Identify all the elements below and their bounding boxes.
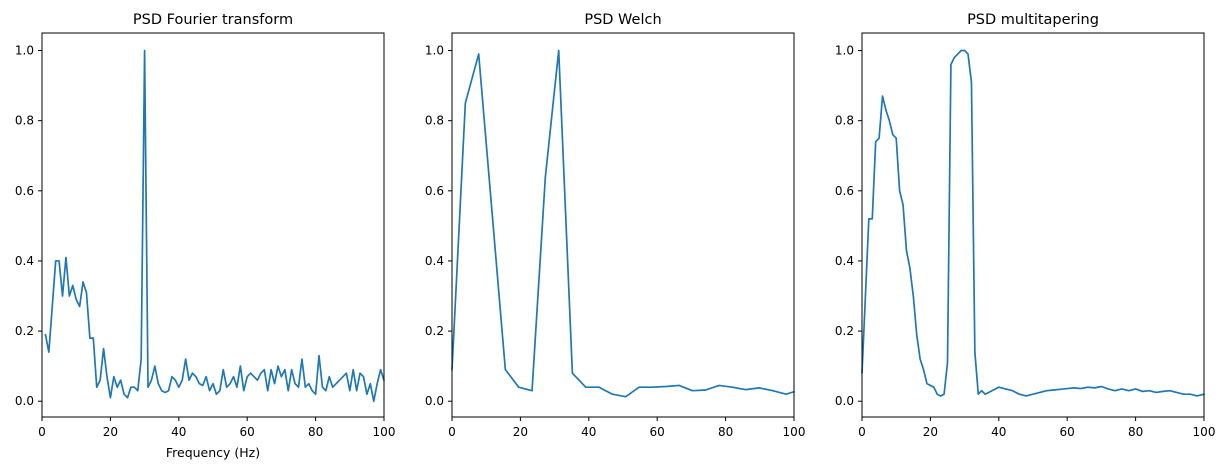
y-tick-label: 0.4 [835, 254, 854, 268]
x-tick-label: 40 [991, 425, 1006, 439]
panel-multitaper: PSD multitapering 0 20 40 60 80 100 0.0 0.2 0.4… [835, 12, 1216, 439]
x-tick-label: 0 [448, 425, 456, 439]
x-tick-label: 100 [783, 425, 806, 439]
series-line [44, 49, 385, 403]
x-ticks: 0 20 40 60 80 100 [858, 417, 1215, 439]
y-tick-label: 0.0 [835, 394, 854, 408]
y-tick-label: 0.2 [425, 324, 444, 338]
y-tick-label: 1.0 [425, 44, 444, 58]
y-tick-label: 0.6 [15, 184, 34, 198]
axes-frame [861, 32, 1205, 418]
x-ticks: 0 20 40 60 80 100 [448, 417, 805, 439]
panel-fourier: PSD Fourier transform 0 20 40 60 80 100 0.00.… [15, 12, 396, 460]
y-tick-label: 0.8 [15, 114, 34, 128]
x-tick-label: 20 [513, 425, 528, 439]
series-line [861, 49, 1205, 397]
chart-title: PSD Welch [584, 12, 661, 28]
axes-frame [41, 32, 385, 418]
panel-welch: PSD Welch 0 20 40 60 80 100 0.0 0.2 0.4 0.6 0.8 1.… [425, 12, 806, 439]
x-tick-label: 20 [103, 425, 118, 439]
x-tick-label: 80 [718, 425, 733, 439]
x-tick-label: 100 [1193, 425, 1216, 439]
chart-title: PSD multitapering [967, 12, 1099, 28]
y-tick-label: 0.0 [15, 394, 34, 408]
y-tick-label: 0.4 [15, 254, 34, 268]
y-tick-label: 0.8 [835, 114, 854, 128]
x-tick-label: 100 [373, 425, 396, 439]
y-ticks: 0.0 0.2 0.4 0.6 0.8 1.0 [15, 44, 42, 408]
x-tick-label: 0 [38, 425, 46, 439]
y-tick-label: 0.6 [835, 184, 854, 198]
x-axis-label: Frequency (Hz) [166, 445, 260, 460]
chart-title: PSD Fourier transform [133, 12, 293, 28]
axes-frame [451, 32, 795, 418]
x-tick-label: 80 [1128, 425, 1143, 439]
x-tick-label: 60 [650, 425, 665, 439]
x-tick-label: 40 [581, 425, 596, 439]
y-ticks: 0.0 0.2 0.4 0.6 0.8 1.0 [425, 44, 452, 408]
y-tick-label: 0.6 [425, 184, 444, 198]
y-tick-label: 0.8 [425, 114, 444, 128]
y-tick-label: 1.0 [835, 44, 854, 58]
y-tick-label: 0.2 [15, 324, 34, 338]
x-tick-label: 60 [1060, 425, 1075, 439]
y-tick-label: 0.4 [425, 254, 444, 268]
x-tick-label: 40 [171, 425, 186, 439]
x-ticks: 0 20 40 60 80 100 [38, 417, 395, 439]
x-tick-label: 60 [240, 425, 255, 439]
x-tick-label: 0 [858, 425, 866, 439]
y-ticks: 0.0 0.2 0.4 0.6 0.8 1.0 [835, 44, 862, 408]
y-tick-label: 1.0 [15, 44, 34, 58]
y-tick-label: 0.2 [835, 324, 854, 338]
y-tick-label: 0.0 [425, 394, 444, 408]
series-line [451, 49, 795, 398]
x-tick-label: 80 [308, 425, 323, 439]
x-tick-label: 20 [923, 425, 938, 439]
